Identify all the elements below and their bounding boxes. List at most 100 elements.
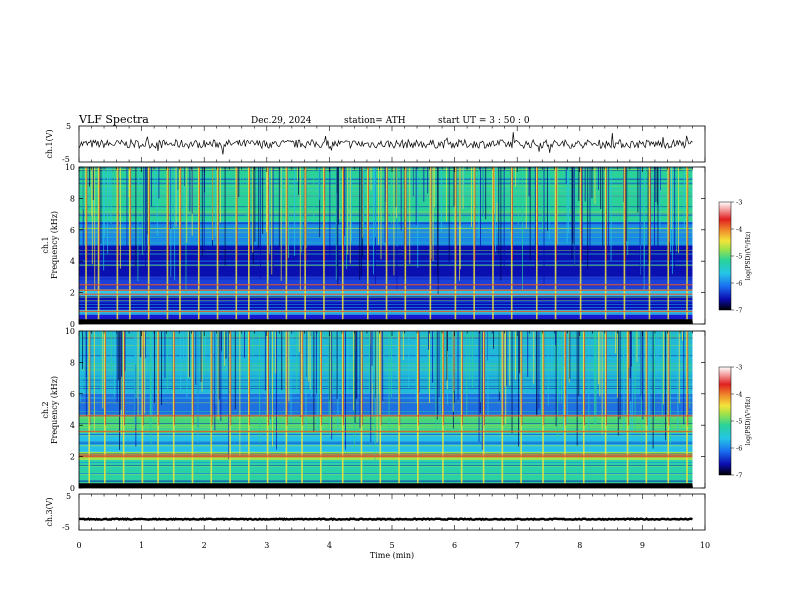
ch2-spectrogram-ylabel: ch.2 [41,401,50,418]
ch1-spectrogram-noise-strip [349,167,351,264]
ch1-spectrogram-noise-strip [440,167,442,233]
ch1-spectrogram-noise-strip [336,167,338,267]
ch1-spectrogram-noise-strip [647,167,649,264]
ch2-spectrogram-noise-strip [629,331,631,379]
ch1-spectrogram-noise-strip [268,167,270,254]
colorbar-tick-label: -5 [736,418,742,426]
ch3-waveform-trace [78,517,693,522]
ch1-spectrogram-noise-strip [427,167,429,194]
ch1-spectrogram-noise-strip [297,167,299,182]
ch2-spectrogram-noise-strip [599,331,601,397]
ch1-spectrogram-burst-core [624,167,626,262]
ch2-spectrogram-burst-core [192,331,194,426]
ch2-spectrogram-texture-line [79,468,693,470]
ch3-waveform-ylabel: ch.3(V) [45,497,54,526]
ch2-spectrogram-texture-line [79,337,693,339]
ch1-spectrogram-noise-strip [647,167,649,170]
ch2-spectrogram-noise-strip [144,331,146,414]
ch1-spectrogram-noise-strip [547,167,548,231]
ch1-spectrogram-noise-strip [380,167,382,260]
ch2-spectrogram-noise-strip [243,331,245,358]
ch2-spectrogram-burst [604,331,607,488]
ch2-spectrogram-noise-strip [506,331,508,386]
ch1-spectrogram-noise-strip [143,167,145,246]
ch1-spectrogram-noise-strip [572,167,574,244]
ch2-spectrogram-noise-strip [588,331,590,443]
ch1-spectrogram-noise-strip [337,167,339,286]
ch2-spectrogram-texture-line [79,462,693,464]
ch1-spectrogram-noise-strip [608,167,610,253]
ch1-ytick-top: 5 [66,122,71,131]
ch2-spectrogram-noise-strip [223,331,225,366]
ch2-spectrogram-noise-strip [642,331,644,420]
ch2-spectrogram-noise-strip [665,331,667,441]
ch2-spectrogram-texture-line [79,358,693,360]
ytick-label: 6 [70,390,75,399]
ch2-spectrogram-noise-strip [431,331,433,383]
ch2-spectrogram-noise-strip [630,331,632,402]
ch2-spectrogram-noise-strip [275,331,277,374]
ch2-spectrogram-noise-strip [356,331,358,399]
ch1-spectrogram-noise-strip [448,167,450,262]
ch2-spectrogram-noise-strip [480,331,482,403]
ch2-spectrogram-noise-strip [336,331,338,400]
ch2-spectrogram-noise-strip [303,331,305,372]
xtick-label: 10 [700,541,710,550]
ch1-spectrogram-noise-strip [362,167,364,257]
ch2-spectrogram-noise-strip [446,331,448,381]
ch1-spectrogram-noise-strip [409,167,411,264]
ch2-spectrogram-noise-strip [557,331,559,439]
ytick-label: 4 [70,421,75,430]
ch1-spectrogram-burst-core [305,167,307,262]
ch2-spectrogram-noise-strip [315,331,317,394]
ch1-spectrogram-noise-strip [573,167,575,266]
ch2-spectrogram-noise-strip [383,331,385,360]
ytick-label: 4 [70,257,75,266]
ch2-spectrogram-burst [157,331,159,488]
ch1-spectrogram-burst [404,167,407,324]
ch2-spectrogram-panel: 0 2 4 6 8 10 ch.2 Frequency (kHz) [41,327,706,493]
ch1-colorbar-label: log(PSD)(V²/Hz) [745,232,752,281]
ch1-spectrogram-noise-strip [678,167,679,254]
ch1-spectrogram-noise-strip [82,167,84,210]
ch1-spectrogram-burst [686,167,688,324]
ch2-spectrogram-texture-line [79,468,693,470]
ch1-spectrogram-noise-strip [374,167,376,205]
ch2-spectrogram-burst [482,331,485,488]
ch3-waveform-panel: 5 -5 ch.3(V) [45,492,706,532]
ch2-spectrogram-texture-line [79,368,693,369]
ch2-spectrogram-noise-strip [345,331,346,450]
ch1-spectrogram-noise-strip [683,167,685,229]
ch1-spectrogram-noise-strip [581,167,583,263]
ch1-spectrogram-noise-strip [360,167,362,277]
ch1-spectrogram-noise-strip [339,167,341,209]
ch1-spectrogram-noise-strip [350,167,352,242]
ch1-spectrogram-noise-strip [643,167,645,294]
ch2-spectrogram-noise-strip [634,331,636,431]
ch1-spectrogram-noise-strip [301,167,303,253]
ch2-spectrogram-texture-line [79,442,693,444]
ch2-spectrogram-texture-line [79,386,693,388]
ch3-ytick-bottom: -5 [62,523,70,532]
ch2-spectrogram-noise-strip [252,331,254,357]
ch1-spectrogram-noise-strip [110,167,112,224]
ch2-spectrogram-noise-strip [677,331,679,431]
ch1-spectrogram-noise-strip [655,167,657,203]
ch2-spectrogram-line-2.1 [79,454,693,456]
ch1-spectrogram-noise-strip [586,167,588,197]
ch1-spectrogram-noise-strip [565,167,567,184]
ch2-spectrogram-texture-line [79,433,693,435]
ch2-spectrogram-texture-line [79,365,693,367]
ch2-spectrogram-noise-strip [653,331,655,393]
ch2-spectrogram-noise-strip [478,331,480,442]
ch2-spectrogram-noise-strip [180,331,181,390]
ch2-spectrogram-burst-core [584,331,585,426]
ch1-spectrogram-noise-strip [496,167,498,203]
ch1-spectrogram-noise-strip [587,167,589,270]
ch2-spectrogram-noise-strip [313,331,315,432]
ch2-spectrogram-noise-strip [408,331,410,389]
ch1-spectrogram-noise-strip [176,167,178,212]
ch2-spectrogram-noise-strip [135,331,137,365]
ch1-spectrogram-noise-strip [107,167,109,254]
ch2-spectrogram-noise-strip [595,331,597,425]
